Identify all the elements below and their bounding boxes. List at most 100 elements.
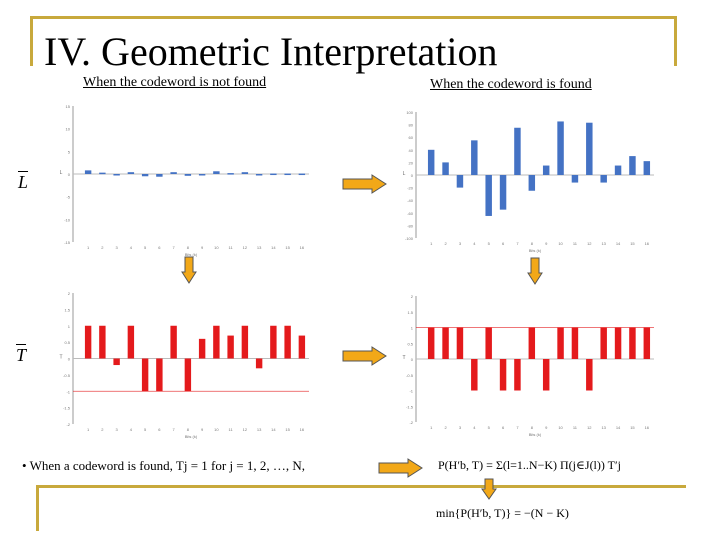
bar: [184, 358, 192, 392]
y-tick-label: -1: [409, 389, 413, 394]
y-tick-label: 1.5: [64, 307, 70, 312]
arrow-right-icon: [342, 174, 387, 194]
bar: [571, 327, 579, 359]
x-tick-label: 2: [444, 241, 447, 246]
bar: [127, 325, 135, 359]
y-tick-label: 1.5: [407, 310, 413, 315]
bar: [456, 327, 464, 359]
chart-L-found: 100 80 60 40 20 0 -20 -40 -60 -80 -100 L 1 2 3 4 5 6 7 8 9 10…: [398, 106, 660, 256]
y-tick-label: -1: [66, 389, 70, 394]
subtitle-right: When the codeword is found: [430, 77, 592, 92]
x-tick-label: 1: [430, 425, 433, 430]
x-axis-title: Bits (k): [185, 252, 198, 257]
x-tick-label: 2: [101, 245, 104, 250]
y-tick-label: 40: [409, 148, 414, 153]
arrow-down-icon: [481, 478, 497, 500]
bar: [84, 325, 92, 359]
x-tick-label: 8: [187, 245, 190, 250]
chart-T-found: 2 1.5 1 0.5 0 -0.5 -1 -1.5 -2 T 1 2 3 4 5 6 7 8 9 10 11 12 13 1…: [398, 290, 660, 440]
bar: [471, 359, 478, 391]
bar: [227, 335, 234, 359]
bar: [427, 327, 435, 359]
bar: [298, 173, 306, 176]
y-tick-label: -10: [64, 217, 71, 222]
y-tick-label: 15: [66, 104, 71, 109]
arrow-down-icon: [181, 256, 197, 284]
x-tick-label: 15: [285, 245, 290, 250]
y-tick-label: 0: [68, 172, 71, 177]
x-tick-label: 5: [144, 427, 147, 432]
y-tick-label: 0: [411, 357, 414, 362]
x-tick-label: 4: [473, 241, 476, 246]
x-tick-label: 6: [502, 241, 505, 246]
x-tick-label: 8: [531, 425, 534, 430]
bar: [156, 174, 163, 177]
formula-sum-product: P(H′b, T) = Σ(l=1..N−K) Π(j∈J(l)) T′j: [438, 458, 621, 472]
x-tick-label: 10: [558, 241, 563, 246]
y-tick-label: -0.5: [406, 373, 414, 378]
x-tick-label: 7: [173, 245, 176, 250]
x-tick-label: 2: [444, 425, 447, 430]
x-tick-label: 2: [101, 427, 104, 432]
x-tick-label: 14: [616, 425, 621, 430]
bar: [471, 140, 478, 175]
x-tick-label: 10: [558, 425, 563, 430]
bar: [213, 325, 220, 359]
bar: [270, 325, 277, 359]
formula-min: min{P(H′b, T)} = −(N − K): [436, 506, 569, 520]
y-axis-title: T: [402, 355, 405, 361]
x-tick-label: 14: [271, 427, 276, 432]
bar: [141, 174, 149, 177]
y-tick-label: 1: [411, 326, 414, 331]
x-tick-label: 12: [587, 241, 592, 246]
row-label-T: T: [16, 345, 27, 365]
y-tick-label: -1.5: [406, 404, 414, 409]
bar: [528, 327, 536, 359]
x-tick-label: 12: [243, 427, 248, 432]
bar: [643, 327, 651, 359]
bar: [586, 122, 593, 175]
x-axis-title: Bits (k): [185, 434, 198, 439]
bar: [557, 327, 564, 359]
x-tick-label: 4: [130, 245, 133, 250]
bar: [84, 170, 92, 174]
bar: [485, 327, 492, 359]
bar: [600, 327, 607, 359]
bar: [284, 173, 291, 176]
bar: [456, 175, 464, 188]
bar: [127, 172, 135, 174]
page-title: IV. Geometric Interpretation: [44, 29, 498, 74]
bar: [643, 161, 651, 175]
y-tick-label: -5: [66, 195, 70, 200]
x-tick-label: 13: [601, 425, 606, 430]
x-tick-label: 16: [300, 427, 305, 432]
y-tick-label: -40: [407, 198, 414, 203]
x-tick-label: 9: [545, 425, 548, 430]
x-axis-title: Bits (k): [529, 248, 542, 253]
x-tick-label: 3: [459, 425, 462, 430]
y-tick-label: 2: [68, 291, 71, 296]
x-tick-label: 4: [130, 427, 133, 432]
bar: [442, 327, 449, 359]
x-tick-label: 11: [229, 245, 234, 250]
bar: [514, 127, 521, 175]
y-tick-label: 0.5: [64, 340, 70, 345]
bar: [629, 156, 636, 175]
bar: [170, 172, 177, 174]
y-tick-label: 20: [409, 160, 414, 165]
x-tick-label: 8: [187, 427, 190, 432]
x-tick-label: 15: [630, 241, 635, 246]
x-tick-label: 16: [645, 241, 650, 246]
x-tick-label: 10: [214, 245, 219, 250]
x-tick-label: 14: [271, 245, 276, 250]
bar: [557, 121, 564, 175]
x-tick-label: 16: [645, 425, 650, 430]
y-tick-label: -2: [66, 422, 70, 427]
x-tick-label: 13: [257, 245, 262, 250]
bar: [198, 174, 206, 176]
x-tick-label: 7: [516, 241, 519, 246]
x-tick-label: 15: [285, 427, 290, 432]
x-tick-label: 3: [459, 241, 462, 246]
y-tick-label: 0: [411, 173, 414, 178]
frame-bottom-line: [36, 485, 686, 488]
